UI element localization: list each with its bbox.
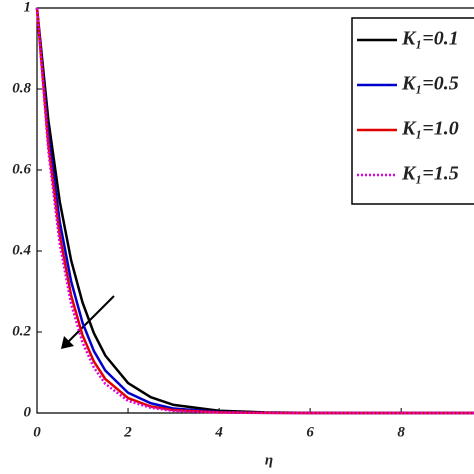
x-tick-label: 0 — [33, 424, 41, 440]
legend-label: K₁=0.5 — [401, 73, 459, 95]
x-tick-label: 8 — [397, 424, 405, 440]
legend: K₁=0.1 K₁=0.5 K₁=1.0 K₁=1.5 — [351, 17, 474, 205]
y-tick-label: 0.8 — [12, 80, 31, 96]
legend-label: K₁=1.5 — [401, 163, 459, 185]
x-tick-label: 4 — [214, 424, 223, 440]
legend-label: K₁=1.0 — [401, 118, 459, 140]
legend-label: K₁=0.1 — [401, 28, 459, 50]
x-axis-label: η — [265, 452, 273, 468]
x-tick-label: 2 — [123, 424, 132, 440]
series-line — [35, 7, 474, 415]
y-tick-label: 0.4 — [12, 242, 31, 258]
y-tick-label: 0.6 — [12, 161, 31, 177]
y-tick-label: 1 — [24, 0, 32, 15]
y-tick-label: 0 — [24, 404, 32, 420]
trend-arrow — [61, 295, 115, 349]
legend-box — [351, 17, 474, 205]
y-tick-label: 0.2 — [12, 323, 31, 339]
x-tick-label: 6 — [306, 424, 314, 440]
